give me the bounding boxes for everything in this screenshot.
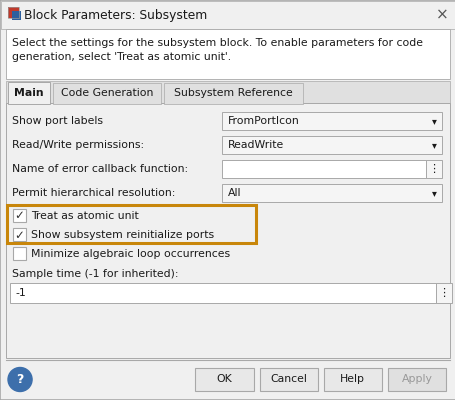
Bar [8, 82, 50, 104]
Text: FromPortIcon: FromPortIcon [227, 116, 298, 126]
Text: Apply: Apply [400, 374, 431, 384]
Text: ?: ? [16, 373, 24, 386]
Text: Subsystem Reference: Subsystem Reference [174, 88, 292, 98]
Text: Cancel: Cancel [270, 374, 306, 384]
Bar [425, 160, 441, 178]
Text: All: All [227, 188, 241, 198]
Text: ▾: ▾ [430, 116, 435, 126]
Text: ▾: ▾ [430, 188, 435, 198]
Bar [164, 83, 302, 104]
Text: Treat as atomic unit: Treat as atomic unit [31, 211, 138, 221]
Circle shape [8, 368, 32, 392]
Text: Name of error callback function:: Name of error callback function: [12, 164, 188, 174]
Bar [222, 136, 441, 154]
Text: Read/Write permissions:: Read/Write permissions: [12, 140, 144, 150]
Bar [13, 228, 26, 241]
Bar [6, 29, 449, 79]
Bar [6, 81, 449, 104]
Text: -1: -1 [15, 288, 26, 298]
Bar [222, 160, 425, 178]
Bar [222, 184, 441, 202]
Text: ReadWrite: ReadWrite [227, 140, 283, 150]
Text: Main: Main [14, 88, 44, 98]
Bar [195, 368, 253, 391]
Bar [1, 1, 454, 29]
Bar [222, 112, 441, 130]
Bar [6, 103, 449, 358]
Text: ✓: ✓ [15, 228, 25, 242]
Bar [8, 7, 19, 18]
Bar [13, 209, 26, 222]
Text: Help: Help [339, 374, 364, 384]
Text: ✓: ✓ [15, 210, 25, 222]
Bar [53, 83, 161, 104]
Bar [323, 368, 381, 391]
Text: Code Generation: Code Generation [61, 88, 153, 98]
Bar [10, 283, 435, 303]
Text: Show subsystem reinitialize ports: Show subsystem reinitialize ports [31, 230, 214, 240]
Text: Permit hierarchical resolution:: Permit hierarchical resolution: [12, 188, 175, 198]
Text: ⋮: ⋮ [437, 288, 449, 298]
Bar [8, 7, 19, 18]
Text: Block Parameters: Subsystem: Block Parameters: Subsystem [24, 8, 207, 22]
Text: generation, select 'Treat as atomic unit'.: generation, select 'Treat as atomic unit… [12, 52, 231, 62]
Text: OK: OK [216, 374, 232, 384]
Text: Show port labels: Show port labels [12, 116, 103, 126]
Text: Minimize algebraic loop occurrences: Minimize algebraic loop occurrences [31, 249, 230, 259]
Bar [12, 11, 21, 20]
Bar [259, 368, 317, 391]
Text: Sample time (-1 for inherited):: Sample time (-1 for inherited): [12, 269, 178, 279]
Text: ▾: ▾ [430, 140, 435, 150]
Text: Select the settings for the subsystem block. To enable parameters for code: Select the settings for the subsystem bl… [12, 38, 422, 48]
Bar [13, 247, 26, 260]
Bar [435, 283, 451, 303]
Bar [7, 205, 255, 243]
Text: ⋮: ⋮ [427, 164, 439, 174]
Text: ×: × [435, 8, 447, 22]
Bar [387, 368, 445, 391]
